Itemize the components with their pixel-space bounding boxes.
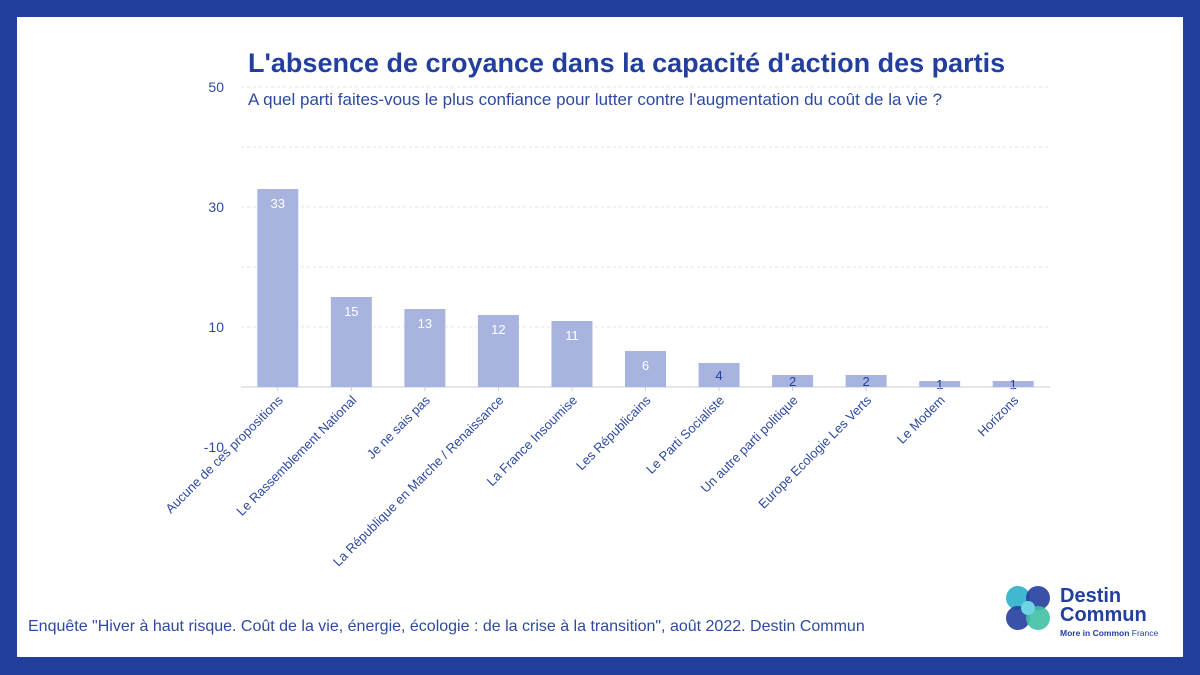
logo-tagline: More in Common France [1060,628,1158,638]
source-footer: Enquête "Hiver à haut risque. Coût de la… [28,618,865,635]
data-label: 13 [418,316,432,331]
bar [551,321,593,387]
x-tick-label: Le Modem [894,393,948,447]
data-label: 4 [715,368,722,383]
data-label: 15 [344,304,358,319]
bar [257,189,299,387]
x-tick-label: Horizons [974,392,1021,439]
data-label: 2 [789,374,796,389]
logo-tag-bold: More in Common [1060,628,1130,638]
chart-card: L'absence de croyance dans la capacité d… [17,17,1183,657]
bar [404,309,446,387]
x-tick-label: Je ne sais pas [364,392,434,462]
logo-text-destin: Destin [1060,585,1122,607]
data-label: 1 [1010,377,1017,392]
bar [625,351,666,387]
x-tick-label: Les Républicains [573,392,654,473]
bar [772,375,814,387]
x-tick-label: Le Parti Socialiste [643,393,727,477]
y-tick-label: 10 [208,319,224,335]
destin-commun-logo: Destin Commun More in Common France [1003,583,1173,643]
bar-chart: -10 10 30 50 33 Aucune de ces propositions 15 L… [162,79,1050,570]
bar [698,363,740,387]
bar [330,297,372,387]
logo-text-commun: Commun [1060,604,1147,626]
data-label: 33 [271,196,285,211]
data-label: 6 [642,358,649,373]
logo-tag-rest: France [1129,628,1159,638]
bar [919,381,961,387]
data-label: 2 [863,374,870,389]
x-tick-label: La République en Marche / Renaissance [330,393,507,570]
chart-subtitle: A quel parti faites-vous le plus confian… [248,90,943,109]
x-tick-label: Le Rassemblement National [233,392,359,518]
y-tick-label: 50 [208,79,224,95]
x-tick-label: Aucune de ces propositions [162,392,286,516]
logo-mark-icon [1006,586,1050,630]
y-tick-label: -10 [204,439,224,455]
bar [845,375,887,387]
bar [992,381,1034,387]
data-label: 1 [936,377,943,392]
chart-title: L'absence de croyance dans la capacité d… [248,48,1006,78]
y-tick-label: 30 [208,199,224,215]
data-label: 11 [565,328,579,343]
bar [477,315,519,387]
data-label: 12 [491,322,505,337]
